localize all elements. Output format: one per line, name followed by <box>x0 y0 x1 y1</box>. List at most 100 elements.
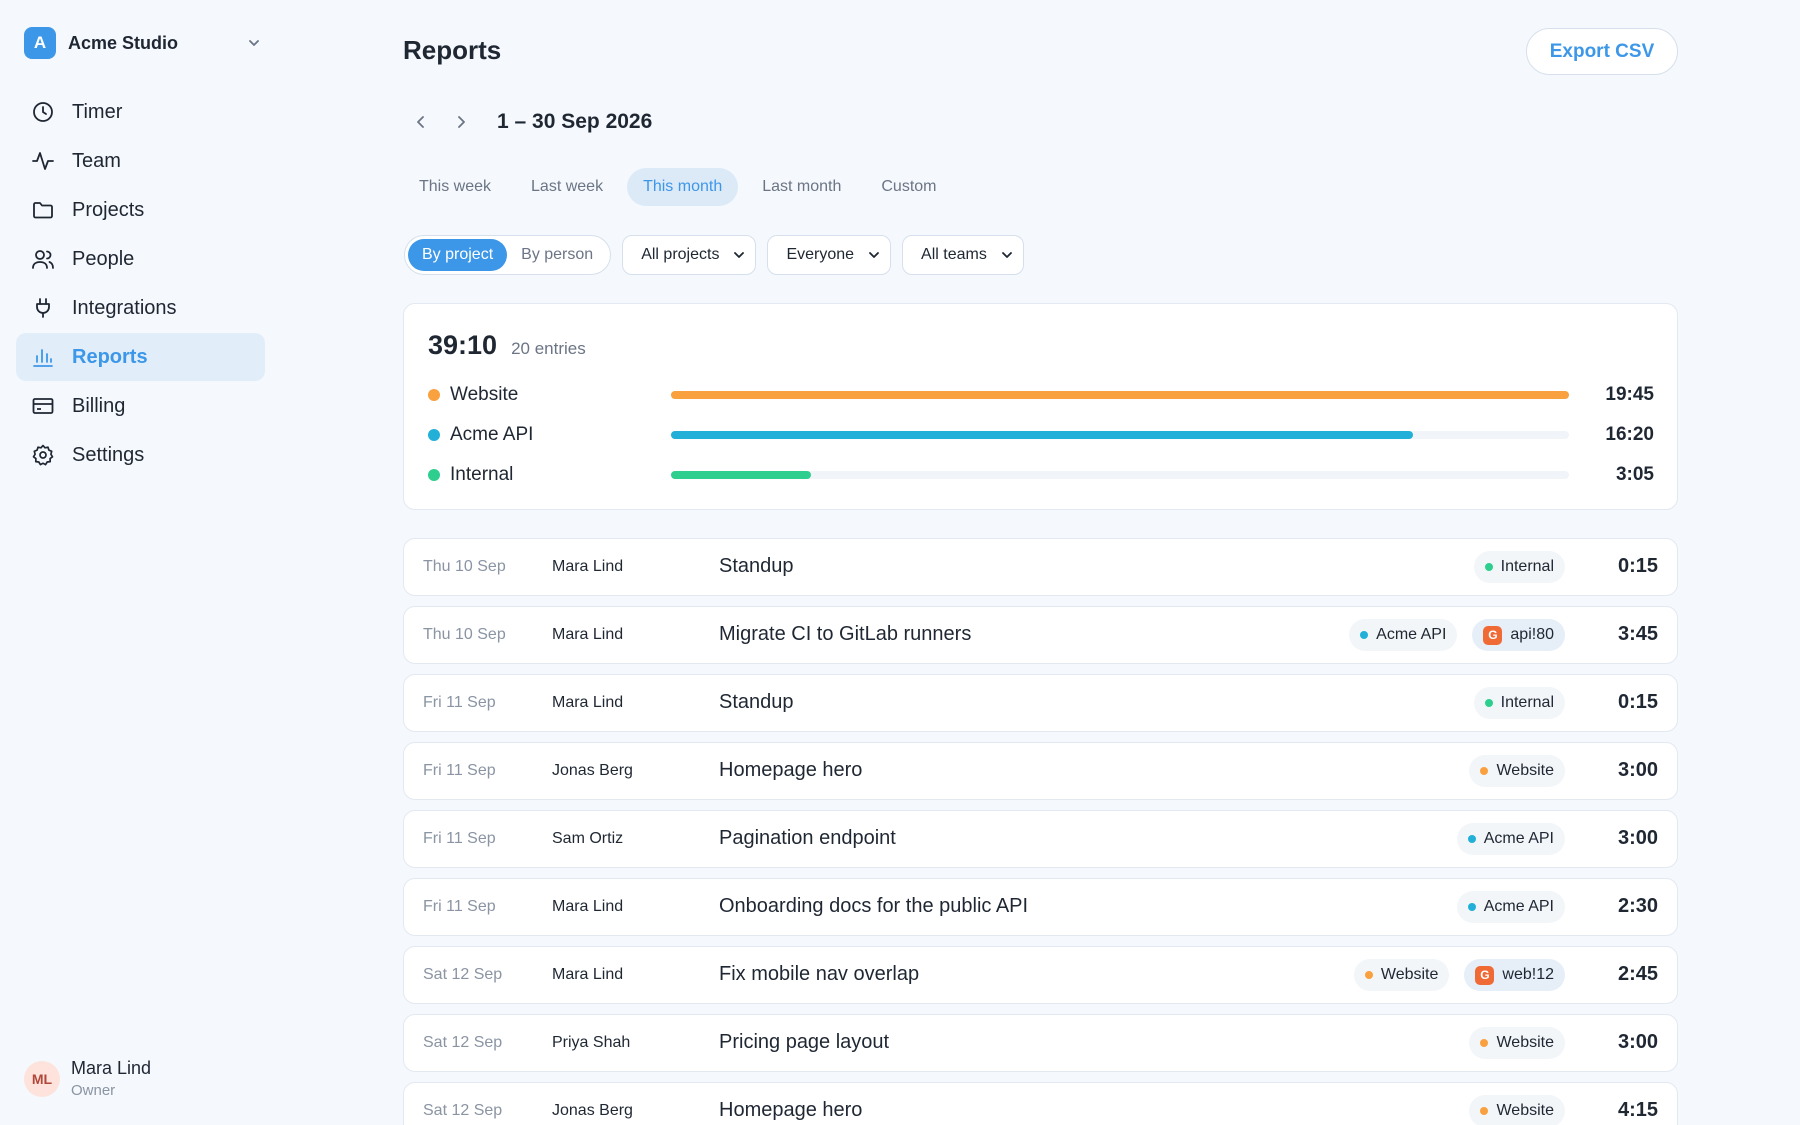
user-profile[interactable]: ML Mara Lind Owner <box>24 1058 151 1099</box>
project-tag[interactable]: Acme API <box>1456 891 1565 923</box>
table-row[interactable]: Thu 10 Sep Mara Lind Migrate CI to GitLab … <box>403 606 1678 664</box>
previous-period-button[interactable] <box>403 104 439 140</box>
sidebar-item-integrations[interactable]: Integrations <box>16 284 265 332</box>
preset-last-month[interactable]: Last month <box>762 178 842 195</box>
people-filter-select[interactable]: Everyone <box>767 235 892 275</box>
table-row[interactable]: Sat 12 Sep Priya Shah Pricing page layout W… <box>403 1014 1678 1072</box>
sidebar-item-timer[interactable]: Timer <box>16 88 265 136</box>
preset-last-week[interactable]: Last week <box>531 178 604 195</box>
org-switcher[interactable]: A Acme Studio <box>24 26 264 60</box>
project-tag-label: Internal <box>1500 558 1554 575</box>
chevron-down-icon <box>869 252 879 258</box>
entry-date: Sat 12 Sep <box>423 1102 503 1119</box>
sidebar-item-label: Reports <box>72 345 148 368</box>
project-tag-label: Website <box>1380 966 1439 983</box>
project-color-dot <box>1480 767 1489 775</box>
entry-person: Mara Lind <box>552 966 624 983</box>
project-tag-label: Website <box>1496 1034 1554 1051</box>
project-duration: 3:05 <box>1615 464 1654 485</box>
preset-this-month[interactable]: This month <box>627 168 739 206</box>
entry-description: Standup <box>719 691 794 713</box>
sidebar-item-label: Timer <box>72 100 123 123</box>
project-tag[interactable]: Website <box>1469 1027 1565 1059</box>
entries-count: 20 entries <box>511 339 586 358</box>
project-tag[interactable]: Internal <box>1473 687 1565 719</box>
table-row[interactable]: Fri 11 Sep Jonas Berg Homepage hero Website… <box>403 742 1678 800</box>
total-duration: 39:10 <box>428 330 498 360</box>
entry-person: Mara Lind <box>552 558 624 575</box>
next-period-button[interactable] <box>443 104 479 140</box>
select-value: Everyone <box>786 246 855 263</box>
entry-date: Thu 10 Sep <box>423 558 506 575</box>
filter-bar: By project By person All projects Everyo… <box>404 235 1035 275</box>
project-color-dot <box>428 429 440 441</box>
group-by-project-option[interactable]: By project <box>408 239 508 271</box>
project-progress-fill <box>671 391 1569 399</box>
entry-description: Migrate CI to GitLab runners <box>719 623 972 645</box>
entry-date: Fri 11 Sep <box>423 694 496 711</box>
sidebar-item-projects[interactable]: Projects <box>16 186 265 234</box>
user-role: Owner <box>71 1082 116 1099</box>
project-tag[interactable]: Website <box>1469 755 1565 787</box>
project-progress-track <box>671 431 1569 439</box>
project-tag[interactable]: Internal <box>1473 551 1565 583</box>
project-breakdown-row: Internal 3:05 <box>428 462 1654 488</box>
table-row[interactable]: Sat 12 Sep Jonas Berg Homepage hero Website… <box>403 1082 1678 1125</box>
project-color-dot <box>1360 631 1369 639</box>
sidebar-item-label: Projects <box>72 198 145 221</box>
group-by-toggle: By project By person <box>404 235 612 275</box>
sidebar-item-reports[interactable]: Reports <box>16 333 265 381</box>
table-row[interactable]: Thu 10 Sep Mara Lind Standup Internal 0:15 <box>403 538 1678 596</box>
project-color-dot <box>1484 563 1493 571</box>
table-row[interactable]: Sat 12 Sep Mara Lind Fix mobile nav overla… <box>403 946 1678 1004</box>
project-breakdown-row: Acme API 16:20 <box>428 422 1654 448</box>
project-tag[interactable]: Acme API <box>1349 619 1458 651</box>
sidebar: A Acme Studio Timer Team Projects <box>0 0 280 1125</box>
projects-filter-select[interactable]: All projects <box>622 235 757 275</box>
gitlab-icon: G <box>1475 965 1495 985</box>
entry-person: Priya Shah <box>552 1034 631 1051</box>
teams-filter-select[interactable]: All teams <box>902 235 1024 275</box>
group-by-person-option[interactable]: By person <box>521 246 594 263</box>
project-progress-fill <box>671 431 1413 439</box>
chevron-down-icon <box>1001 252 1012 258</box>
project-progress-track <box>671 391 1569 399</box>
sidebar-item-settings[interactable]: Settings <box>16 431 265 479</box>
org-avatar: A <box>24 27 56 59</box>
entry-description: Fix mobile nav overlap <box>719 963 920 985</box>
project-name: Internal <box>450 464 514 485</box>
period-presets: This week Last week This month Last mont… <box>403 168 961 206</box>
sidebar-item-billing[interactable]: Billing <box>16 382 265 430</box>
entry-description: Onboarding docs for the public API <box>719 895 1029 917</box>
export-csv-button[interactable]: Export CSV <box>1526 28 1678 75</box>
date-range-label: 1 – 30 Sep 2026 <box>497 110 653 133</box>
project-progress-track <box>671 471 1569 479</box>
project-tag[interactable]: Website <box>1353 959 1450 991</box>
select-value: All projects <box>641 246 720 263</box>
entry-person: Mara Lind <box>552 694 624 711</box>
entry-duration: 2:45 <box>1617 963 1658 985</box>
entry-tags: Website <box>1454 755 1565 787</box>
table-row[interactable]: Fri 11 Sep Mara Lind Standup Internal 0:15 <box>403 674 1678 732</box>
preset-this-week[interactable]: This week <box>419 178 492 195</box>
entry-tags: Acme API <box>1442 891 1565 923</box>
sidebar-item-team[interactable]: Team <box>16 137 265 185</box>
entry-date: Fri 11 Sep <box>423 830 496 847</box>
sidebar-item-people[interactable]: People <box>16 235 265 283</box>
preset-custom[interactable]: Custom <box>881 178 937 195</box>
project-color-dot <box>1467 835 1476 843</box>
project-tag[interactable]: Acme API <box>1456 823 1565 855</box>
table-row[interactable]: Fri 11 Sep Sam Ortiz Pagination endpoint Ac… <box>403 810 1678 868</box>
project-name: Website <box>450 384 519 405</box>
project-progress-fill <box>671 471 812 479</box>
project-tag[interactable]: Website <box>1469 1095 1565 1125</box>
date-navigator: 1 – 30 Sep 2026 <box>403 104 652 140</box>
entry-duration: 4:15 <box>1617 1099 1658 1121</box>
table-row[interactable]: Fri 11 Sep Mara Lind Onboarding docs for t… <box>403 878 1678 936</box>
gitlab-icon: G <box>1483 625 1503 645</box>
entry-person: Mara Lind <box>552 626 624 643</box>
entry-tags: Website <box>1454 1027 1565 1059</box>
